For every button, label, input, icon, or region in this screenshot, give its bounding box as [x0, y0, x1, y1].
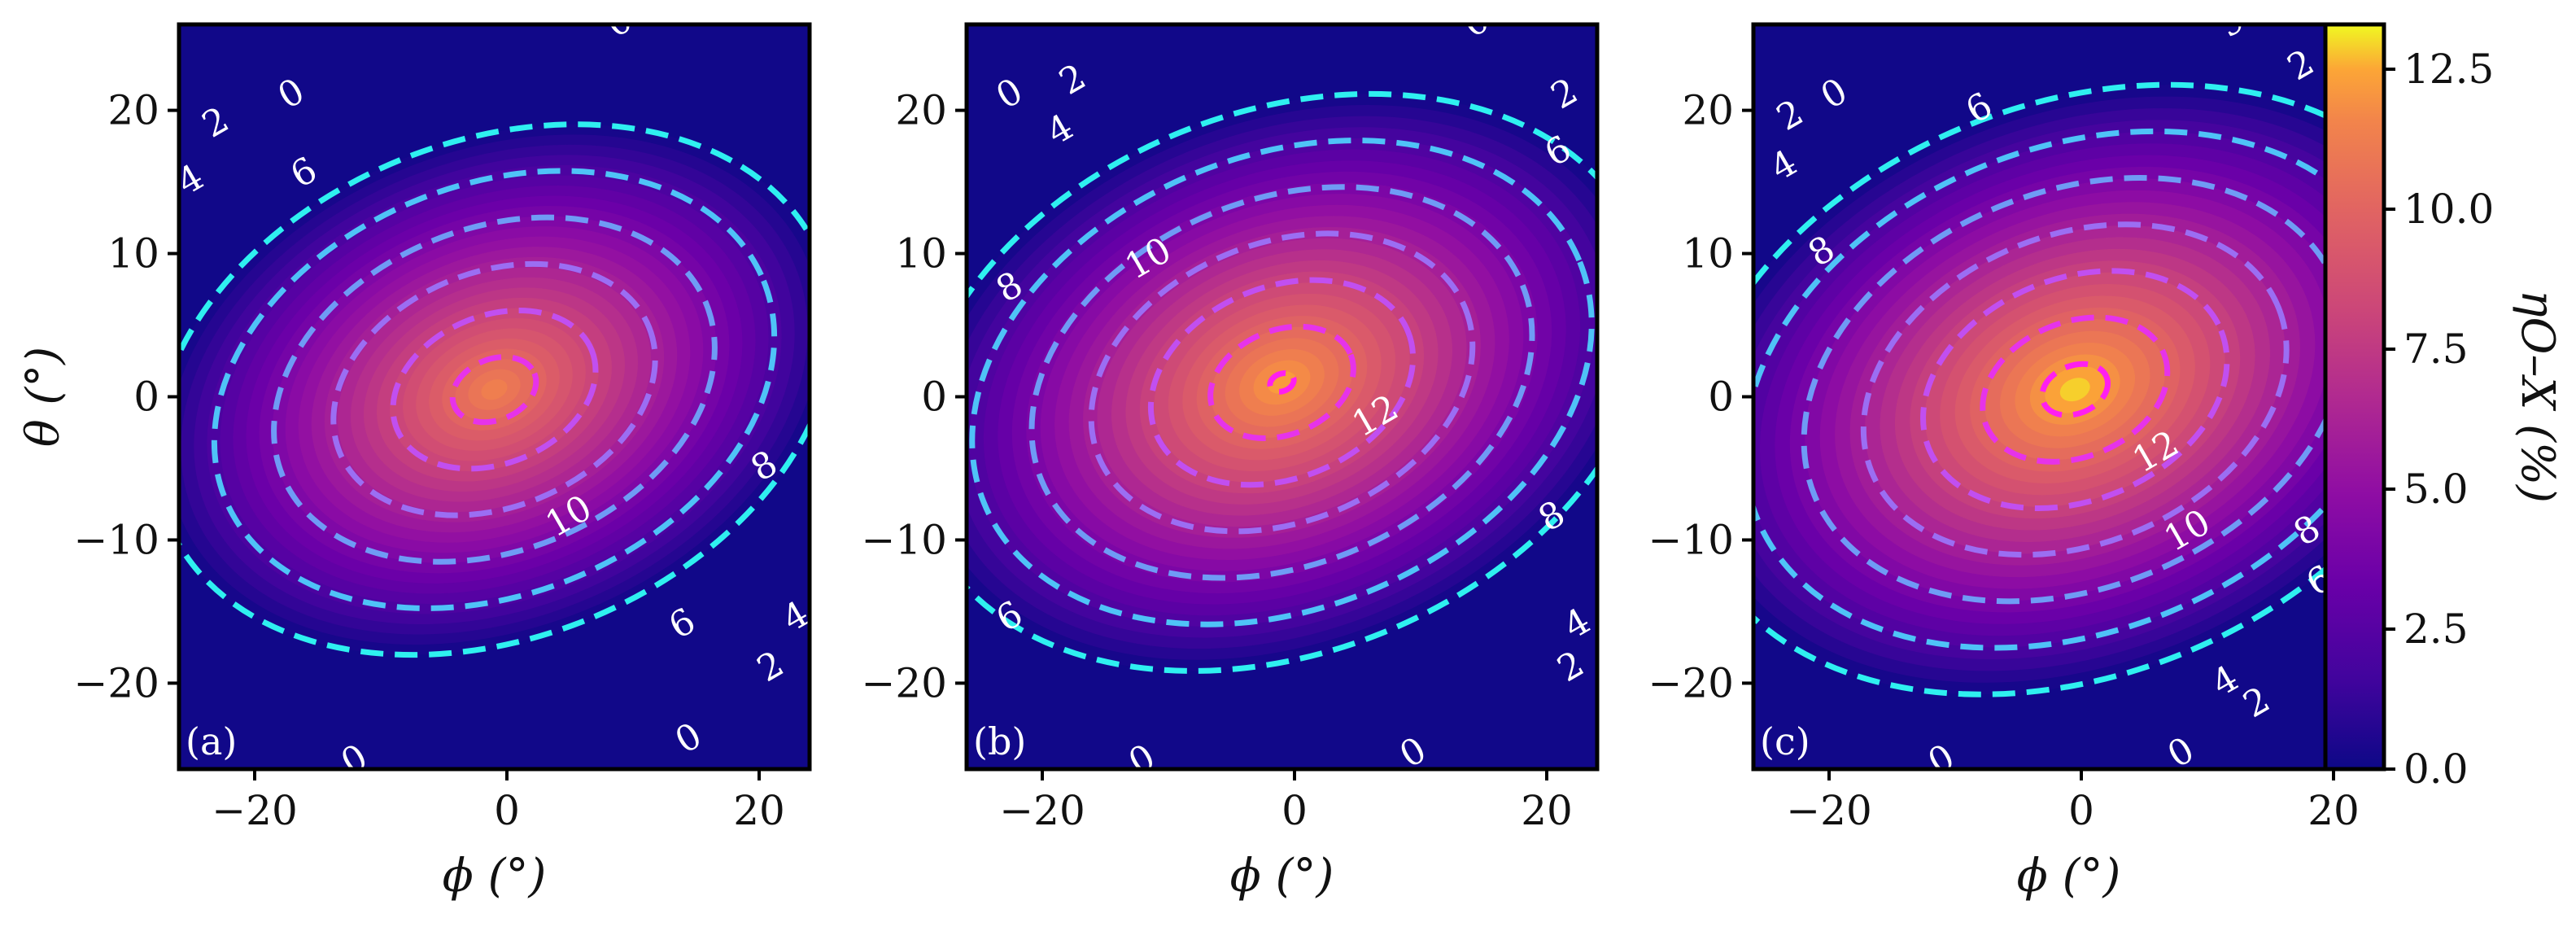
y-tick-label: 10 [1682, 230, 1734, 278]
colorbar-frame [2323, 22, 2386, 772]
y-tick-label: 20 [895, 87, 947, 134]
x-tick-label: 20 [1521, 787, 1573, 834]
y-tick-label: 0 [1708, 374, 1734, 421]
y-tick-label: −10 [1648, 516, 1734, 563]
y-axis-label: θ (°) [17, 347, 70, 447]
x-tick-label: 20 [733, 787, 785, 834]
colorbar-tick-label: 0.0 [2404, 745, 2469, 793]
y-tick-label: −10 [73, 516, 159, 563]
colorbar-tick-label: 12.5 [2404, 46, 2494, 93]
x-tick-label: 0 [2068, 787, 2094, 834]
x-tick-label: 20 [2307, 787, 2360, 834]
colorbar: 0.0 2.5 5.0 7.5 10.0 12.5 ηO–X (%) [2323, 22, 2564, 793]
contour-line-8 [1147, 277, 1417, 488]
y-tick-label: 10 [107, 230, 159, 278]
y-tick-label: 10 [895, 230, 947, 278]
panel-label: (c) [1760, 719, 1810, 763]
heatmap-band [2059, 378, 2090, 402]
y-tick-label: −20 [73, 659, 159, 706]
contour-line-4 [271, 214, 718, 565]
colorbar-label: ηO–X (%) [2511, 290, 2564, 503]
contour-line-10 [449, 354, 539, 426]
x-tick-label: −20 [1786, 787, 1872, 834]
contour-line-12 [1267, 369, 1297, 395]
colorbar-tick-label: 5.0 [2404, 466, 2469, 513]
heatmap-band [481, 379, 508, 400]
contour-line-6 [330, 260, 658, 518]
colorbar-gradient [2325, 24, 2384, 769]
contour-line-2 [211, 168, 778, 611]
contour-line-0 [967, 90, 1597, 674]
y-tick-label: 20 [107, 87, 159, 134]
panel-label: (a) [186, 719, 237, 763]
x-tick-label: 0 [1281, 787, 1308, 834]
colorbar-tick-label: 7.5 [2404, 326, 2469, 373]
y-tick-label: −10 [861, 516, 947, 563]
x-tick-label: −20 [999, 787, 1085, 834]
panel-label: (b) [973, 719, 1026, 763]
contour-line-2 [1753, 128, 2384, 651]
contour-line-6 [1860, 221, 2290, 558]
y-tick-label: −20 [1648, 659, 1734, 706]
contour-line-10 [1980, 314, 2171, 465]
contour-line-10 [1207, 323, 1356, 442]
x-axis-label: ϕ (°) [443, 850, 547, 903]
contour-line-2 [969, 138, 1595, 627]
y-tick-label: 20 [1682, 87, 1734, 134]
x-tick-label: 0 [494, 787, 520, 834]
y-tick-label: −20 [861, 659, 947, 706]
x-axis-label: ϕ (°) [2017, 850, 2121, 903]
x-axis-label: ϕ (°) [1230, 850, 1334, 903]
contour-line-6 [1088, 230, 1476, 535]
colorbar-tick-label: 10.0 [2404, 186, 2494, 233]
contour-line-8 [390, 307, 599, 472]
colorbar-tick-label: 2.5 [2404, 606, 2469, 653]
x-tick-label: −20 [212, 787, 298, 834]
y-tick-label: 0 [133, 374, 159, 421]
contour-line-12 [2039, 361, 2111, 418]
y-tick-label: 0 [921, 374, 947, 421]
